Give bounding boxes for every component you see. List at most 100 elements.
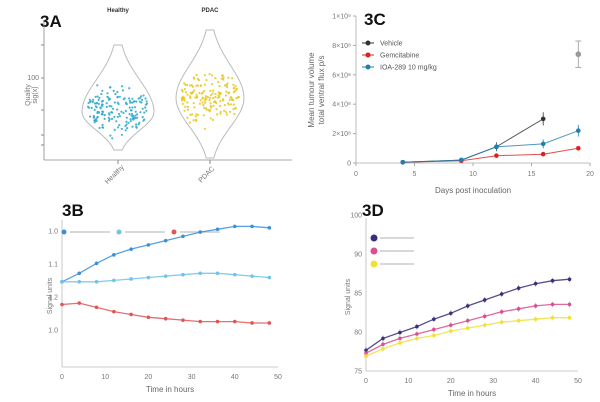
panel-label-3b: 3B: [62, 201, 84, 220]
data-point: [198, 271, 203, 276]
legend-swatch: [116, 229, 122, 235]
data-point: [516, 286, 521, 290]
data-point: [146, 315, 151, 320]
data-point: [144, 106, 147, 109]
violin-outline: [81, 44, 155, 151]
data-point: [101, 110, 105, 113]
data-point: [203, 127, 207, 130]
data-point: [146, 243, 151, 247]
data-point: [499, 292, 504, 296]
data-point: [135, 100, 138, 103]
y-tick-label: 1.0: [48, 328, 58, 335]
data-point: [142, 94, 145, 97]
data-point: [494, 144, 499, 150]
data-point: [195, 84, 198, 87]
data-point: [88, 98, 91, 101]
data-point: [183, 99, 186, 102]
data-point: [218, 104, 222, 108]
data-point: [117, 126, 120, 129]
data-point: [230, 96, 233, 99]
x-tick-label: 40: [532, 378, 540, 385]
data-point: [197, 113, 200, 116]
data-point: [198, 230, 203, 234]
data-point: [364, 354, 368, 358]
data-point: [533, 304, 538, 308]
data-point: [222, 99, 225, 102]
data-point: [135, 123, 138, 126]
violin-chart-3a: Quality sig(x) 100 Healthy Healthy PDAC PDAC: [25, 8, 292, 186]
series-line: [61, 225, 270, 283]
data-point: [131, 97, 134, 100]
data-point: [198, 102, 201, 105]
data-point: [432, 327, 436, 332]
data-point: [111, 111, 114, 114]
data-point: [129, 101, 132, 104]
y-tick-label: 1.1: [48, 262, 58, 269]
data-point: [112, 89, 115, 92]
data-point: [101, 126, 104, 129]
data-point: [204, 97, 207, 100]
data-point: [228, 98, 231, 101]
data-point: [94, 261, 99, 266]
data-point: [225, 90, 228, 93]
data-point: [183, 88, 186, 91]
data-point: [136, 116, 139, 119]
data-point: [107, 98, 110, 101]
data-point: [129, 277, 133, 281]
data-point: [267, 275, 272, 280]
data-point: [145, 109, 148, 112]
data-point: [97, 98, 100, 101]
data-point: [218, 95, 221, 98]
data-point: [215, 227, 220, 232]
data-point: [124, 109, 127, 113]
data-point: [188, 95, 191, 98]
data-point: [465, 318, 470, 323]
data-point: [100, 103, 104, 106]
data-point: [203, 83, 206, 86]
y-tick-label: 8×10⁸: [332, 43, 351, 50]
x-tick-label: 20: [145, 374, 153, 381]
data-point: [116, 95, 119, 99]
data-point: [381, 347, 385, 351]
data-point: [126, 127, 129, 130]
data-point: [232, 83, 235, 86]
data-point: [120, 133, 123, 136]
data-point: [533, 317, 538, 321]
violin-outline: [175, 29, 245, 159]
data-point: [225, 113, 228, 116]
data-point: [196, 84, 199, 87]
data-point: [217, 80, 220, 84]
data-point: [227, 76, 230, 79]
data-point: [189, 91, 192, 95]
data-point: [216, 113, 219, 116]
data-point: [193, 77, 196, 80]
data-point: [205, 108, 208, 111]
data-point: [141, 115, 144, 119]
data-point: [93, 119, 96, 122]
data-point: [116, 90, 119, 94]
data-point: [191, 113, 194, 116]
data-point: [209, 89, 212, 92]
x-tick-label: PDAC: [198, 166, 217, 185]
data-point: [109, 134, 112, 137]
data-point: [203, 99, 206, 102]
data-point: [215, 319, 220, 324]
data-point: [201, 96, 204, 99]
x-tick-label: 0: [364, 378, 368, 385]
data-point: [112, 309, 116, 314]
data-point: [415, 324, 419, 329]
data-point: [215, 108, 218, 111]
data-point: [95, 102, 98, 105]
data-point: [110, 105, 113, 108]
data-point: [163, 316, 168, 321]
y-tick-label: 1×10⁹: [332, 14, 351, 21]
data-point: [550, 315, 555, 320]
data-point: [232, 91, 235, 94]
data-point: [129, 120, 132, 123]
data-point: [227, 92, 230, 95]
legend-swatch: [370, 260, 378, 268]
panel-3d: 3D 75 80 85 90 100 0 10 20 30 40 50 Time in hours Si…: [300, 195, 600, 402]
data-point: [449, 329, 453, 333]
data-point: [97, 111, 100, 114]
data-point: [89, 115, 92, 118]
